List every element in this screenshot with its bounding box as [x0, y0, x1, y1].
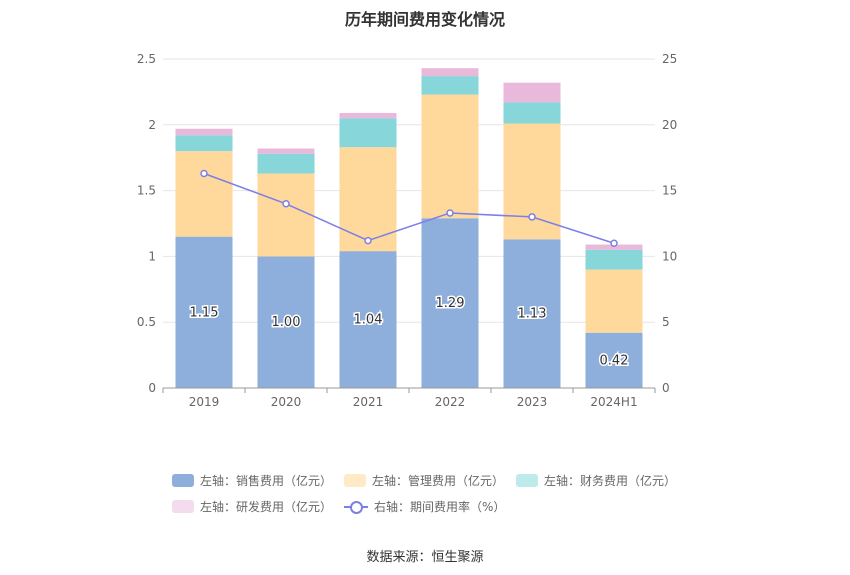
left-axis-tick-label: 1	[148, 249, 156, 263]
bar-segment-2	[503, 102, 561, 124]
bar-segment-2	[421, 76, 479, 95]
legend-item-sales[interactable]: 左轴：销售费用（亿元）	[172, 472, 332, 489]
bar-data-label: 1.15	[190, 305, 219, 320]
left-axis-tick-label: 1.5	[137, 184, 156, 198]
right-axis-tick-label: 25	[662, 52, 677, 66]
left-axis-tick-label: 0	[148, 381, 156, 395]
bar-segment-2	[175, 135, 233, 152]
bar-segment-2	[339, 118, 397, 148]
bar-segment-1	[257, 173, 315, 257]
legend-item-rd[interactable]: 左轴：研发费用（亿元）	[172, 498, 332, 515]
right-axis-tick-label: 15	[662, 184, 677, 198]
legend-swatch-rd	[172, 500, 194, 513]
right-axis-tick-label: 0	[662, 381, 670, 395]
legend-item-finance[interactable]: 左轴：财务费用（亿元）	[516, 472, 676, 489]
expense-rate-point	[446, 209, 454, 217]
x-axis-tick-label: 2022	[435, 395, 466, 409]
left-axis-tick-label: 0.5	[137, 315, 156, 329]
bar-segment-1	[585, 269, 643, 333]
x-axis-tick-label: 2020	[271, 395, 302, 409]
bar-segment-2	[585, 249, 643, 270]
expense-rate-line	[203, 172, 615, 244]
bar-segment-0	[175, 236, 233, 388]
legend-label-rd: 左轴：研发费用（亿元）	[200, 500, 333, 514]
bar-segment-1	[421, 94, 479, 219]
expense-rate-point	[610, 239, 618, 247]
bar-data-label: 1.13	[518, 307, 547, 322]
bar-segment-0	[421, 218, 479, 388]
legend-swatch-sales	[172, 474, 194, 487]
bar-segment-0	[585, 332, 643, 388]
legend-line-marker	[344, 500, 368, 514]
expense-rate-point	[200, 169, 208, 178]
chart-plot: 0 0.5 1 1.5 2 2.5 0 5 10 15 20 25 1.15 1.00 1.04 1.29 1.…	[137, 52, 677, 409]
bar-data-label: 1.04	[354, 313, 383, 328]
bar-data-label: 0.42	[600, 353, 629, 368]
expense-rate-point	[282, 200, 290, 208]
legend-item-expense-rate[interactable]: 右轴：期间费用率（%）	[344, 498, 505, 515]
left-axis-tick-label: 2	[148, 118, 156, 132]
bar-segment-2	[257, 153, 315, 174]
legend-item-admin[interactable]: 左轴：管理费用（亿元）	[344, 472, 504, 489]
bar-segment-3	[175, 128, 233, 136]
bar-segment-0	[503, 239, 561, 388]
bar-segment-3	[257, 148, 315, 154]
x-axis-tick-label: 2023	[517, 395, 548, 409]
right-axis-tick-label: 20	[662, 118, 677, 132]
data-source: 数据来源：恒生聚源	[366, 550, 484, 565]
bar-segment-3	[339, 112, 397, 119]
legend-label-admin: 左轴：管理费用（亿元）	[372, 474, 505, 488]
bar-data-label: 1.29	[436, 296, 465, 311]
x-axis-tick-label: 2021	[353, 395, 384, 409]
bar-segment-3	[421, 68, 479, 77]
expense-rate-point	[528, 213, 536, 221]
legend-label-sales: 左轴：销售费用（亿元）	[200, 474, 333, 488]
bar-segment-0	[339, 251, 397, 388]
bar-segment-1	[339, 147, 397, 252]
expense-rate-point	[364, 236, 372, 245]
x-axis-tick-label: 2024H1	[590, 395, 637, 409]
left-axis-tick-label: 2.5	[137, 52, 156, 66]
legend-label-expense-rate: 右轴：期间费用率（%）	[374, 500, 506, 514]
legend-label-finance: 左轴：财务费用（亿元）	[544, 474, 677, 488]
bar-segment-1	[175, 151, 233, 237]
bar-data-label: 1.00	[272, 315, 301, 330]
x-axis-tick-label: 2019	[189, 395, 220, 409]
bar-segment-1	[503, 123, 561, 240]
right-axis-tick-label: 10	[662, 249, 677, 263]
bar-segment-0	[257, 256, 315, 388]
chart-title: 历年期间费用变化情况	[344, 10, 505, 29]
legend-swatch-admin	[344, 474, 366, 487]
right-axis-tick-label: 5	[662, 315, 670, 329]
bar-segment-3	[503, 82, 561, 103]
legend-swatch-finance	[516, 474, 538, 487]
bar-segment-3	[585, 244, 643, 250]
